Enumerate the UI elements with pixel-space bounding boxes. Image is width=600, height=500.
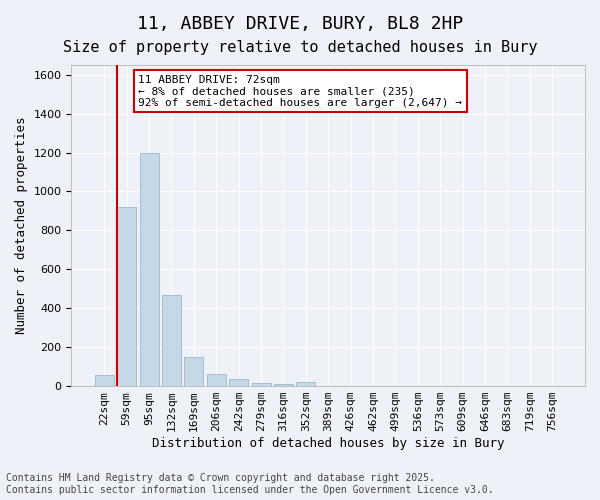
Text: Size of property relative to detached houses in Bury: Size of property relative to detached ho… (63, 40, 537, 55)
Bar (140, 152, 158, 386)
X-axis label: Distribution of detached houses by size in Bury: Distribution of detached houses by size … (152, 437, 505, 450)
Bar (207, 374, 226, 386)
Bar (162, 294, 181, 386)
Y-axis label: Number of detached properties: Number of detached properties (15, 117, 28, 334)
Bar (229, 380, 248, 386)
Text: 11 ABBEY DRIVE: 72sqm
← 8% of detached houses are smaller (235)
92% of semi-deta: 11 ABBEY DRIVE: 72sqm ← 8% of detached h… (138, 74, 462, 108)
Bar (296, 382, 316, 386)
Bar (184, 357, 203, 386)
Bar (274, 384, 293, 386)
Bar (117, 207, 136, 386)
Bar (251, 383, 271, 386)
Text: Contains HM Land Registry data © Crown copyright and database right 2025.
Contai: Contains HM Land Registry data © Crown c… (6, 474, 494, 495)
Text: 11, ABBEY DRIVE, BURY, BL8 2HP: 11, ABBEY DRIVE, BURY, BL8 2HP (137, 15, 463, 33)
Bar (95, 376, 114, 386)
